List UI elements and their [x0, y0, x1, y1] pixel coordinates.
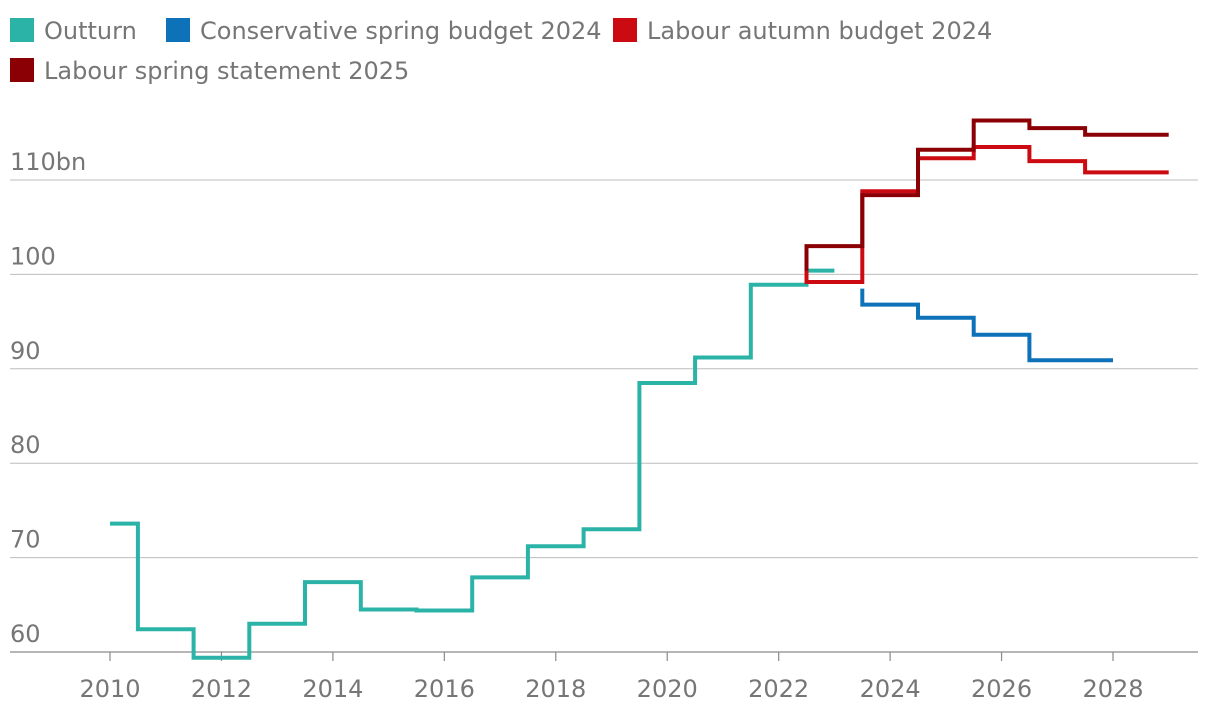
x-tick-label: 2022 — [748, 675, 809, 703]
legend-swatch — [613, 18, 637, 42]
y-tick-label: 110bn — [10, 148, 86, 176]
legend-label: Conservative spring budget 2024 — [200, 17, 602, 45]
x-tick-label: 2024 — [860, 675, 921, 703]
legend-swatch — [10, 18, 34, 42]
series-line-conservative-spring-budget-2024 — [860, 288, 1113, 363]
legend-label: Labour spring statement 2025 — [44, 57, 409, 85]
y-tick-label: 70 — [10, 526, 41, 554]
legend-item: Labour spring statement 2025 — [10, 57, 409, 85]
x-tick-label: 2010 — [79, 675, 140, 703]
legend-label: Labour autumn budget 2024 — [647, 17, 992, 45]
series-line-labour-spring-statement-2025 — [804, 118, 1169, 271]
x-tick-label: 2026 — [971, 675, 1032, 703]
x-axis: 2010 2012 2014 2016 2018 2020 2022 2024 2026 2028 — [10, 651, 1198, 703]
series-line-labour-autumn-budget-2024 — [804, 145, 1169, 284]
x-tick-label: 2012 — [191, 675, 252, 703]
legend-label: Outturn — [44, 17, 137, 45]
y-tick-label: 100 — [10, 242, 56, 270]
legend-swatch — [166, 18, 190, 42]
x-tick-label: 2014 — [302, 675, 363, 703]
x-tick-label: 2028 — [1082, 675, 1143, 703]
legend-item: Labour autumn budget 2024 — [613, 17, 992, 45]
legend-swatch — [10, 58, 34, 82]
legend-item: Conservative spring budget 2024 — [166, 17, 602, 45]
legend-item: Outturn — [10, 17, 137, 45]
y-axis: 60 70 80 90 100 110bn — [10, 148, 86, 648]
series-lines — [110, 118, 1169, 660]
gridlines — [10, 179, 1198, 559]
legend: Outturn Conservative spring budget 2024 La… — [10, 17, 992, 85]
x-tick-label: 2020 — [637, 675, 698, 703]
x-tick-label: 2018 — [525, 675, 586, 703]
x-tick-label: 2016 — [414, 675, 475, 703]
series-line-outturn — [110, 268, 835, 660]
y-tick-label: 60 — [10, 620, 41, 648]
y-tick-label: 90 — [10, 337, 41, 365]
y-tick-label: 80 — [10, 431, 41, 459]
